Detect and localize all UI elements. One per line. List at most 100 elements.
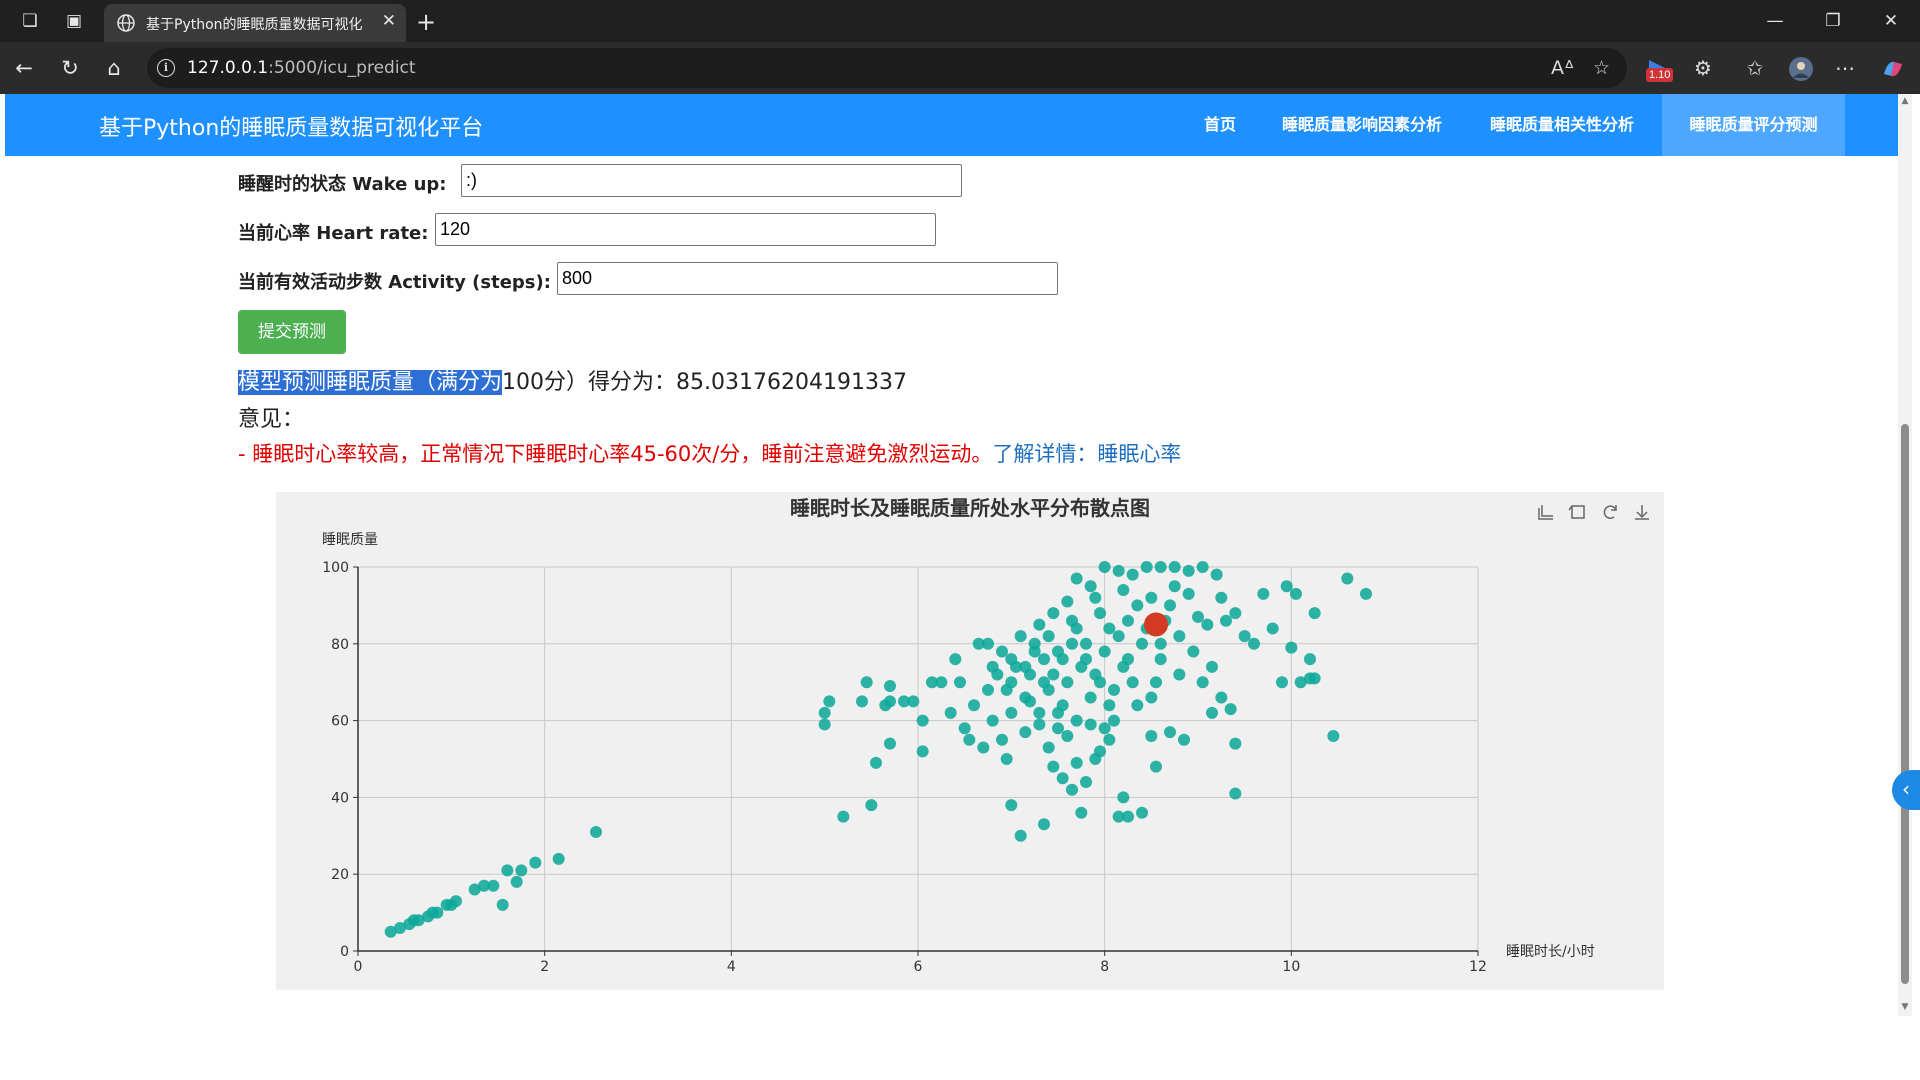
scatter-point [1360, 587, 1372, 600]
scatter-point [1168, 561, 1181, 573]
nav-factor-analysis[interactable]: 睡眠质量影响因素分析 [1281, 115, 1442, 134]
download-icon[interactable] [1635, 505, 1649, 520]
wakeup-label: 睡醒时的状态 Wake up: [238, 174, 447, 195]
copilot-icon[interactable] [1880, 56, 1906, 82]
browser-tab-active[interactable]: 基于Python的睡眠质量数据可视化 ✕ [104, 4, 406, 42]
nav-home[interactable]: 首页 [1203, 115, 1236, 134]
scatter-point [1168, 580, 1181, 593]
browser-title-bar: ❏ ▣ 基于Python的睡眠质量数据可视化 ✕ + — ❐ ✕ [0, 0, 1920, 42]
submit-prediction-button[interactable]: 提交预测 [238, 310, 346, 354]
scatter-point [1145, 691, 1158, 704]
scatter-point [954, 676, 966, 689]
site-navbar: 基于Python的睡眠质量数据可视化平台 首页 睡眠质量影响因素分析 睡眠质量相… [5, 94, 1898, 156]
read-aloud-icon[interactable]: Aᐞ [1551, 57, 1575, 79]
site-info-icon[interactable]: i [157, 59, 175, 77]
scatter-point [1098, 645, 1111, 658]
extensions-puzzle-icon[interactable]: ⚙ [1694, 56, 1712, 80]
scatter-point [1136, 637, 1148, 650]
scatter-point [1215, 591, 1228, 604]
scatter-point [916, 745, 929, 758]
scatter-point [1047, 668, 1060, 681]
x-tick-label: 10 [1282, 959, 1300, 975]
scatter-point [1047, 607, 1060, 620]
restore-window-icon[interactable]: ❐ [1825, 11, 1841, 31]
scatter-point [1229, 607, 1242, 620]
scatter-point [916, 714, 929, 727]
favorites-icon[interactable]: ✩ [1746, 56, 1764, 80]
scroll-down-icon[interactable]: ▼ [1901, 1002, 1909, 1012]
refresh-icon[interactable]: ↻ [61, 56, 79, 80]
scatter-point [590, 825, 602, 838]
advice-link-prefix: 了解详情： [992, 442, 1098, 466]
site-brand[interactable]: 基于Python的睡眠质量数据可视化平台 [99, 116, 484, 141]
scatter-point [1112, 630, 1125, 643]
scatter-point [515, 864, 528, 877]
scatter-point [1066, 637, 1078, 650]
workspaces-icon[interactable]: ❏ [22, 11, 38, 31]
scatter-point [1075, 806, 1088, 819]
scatter-point [958, 722, 971, 735]
address-bar[interactable]: i 127.0.0.1:5000/icu_predict Aᐞ ☆ [147, 48, 1627, 88]
scroll-up-icon[interactable]: ▲ [1901, 96, 1909, 106]
scatter-point [1131, 599, 1144, 612]
minimize-icon[interactable]: — [1766, 11, 1784, 31]
wakeup-input[interactable] [461, 164, 962, 197]
scatter-point [1290, 587, 1302, 600]
close-window-icon[interactable]: ✕ [1883, 11, 1899, 31]
vertical-tabs-icon[interactable]: ▣ [65, 11, 83, 31]
more-menu-icon[interactable]: ⋯ [1835, 56, 1855, 80]
tab-title: 基于Python的睡眠质量数据可视化 [146, 17, 363, 33]
nav-correlation-analysis[interactable]: 睡眠质量相关性分析 [1489, 115, 1634, 134]
x-tick-label: 4 [727, 959, 736, 975]
page-scrollbar[interactable]: ▲ ▼ [1898, 94, 1912, 1016]
scatter-point [1005, 706, 1018, 719]
scatter-point [1145, 729, 1158, 742]
scatter-point [1000, 683, 1013, 696]
scatter-point [926, 676, 938, 689]
sidebar-expand-icon[interactable]: ‹ [1892, 770, 1920, 810]
scatter-point [1056, 653, 1069, 666]
scatter-point [1033, 618, 1046, 631]
y-tick-label: 0 [340, 944, 349, 960]
result-score: 85.03176204191337 [676, 370, 907, 395]
new-tab-icon[interactable]: + [416, 8, 437, 36]
scatter-point [1042, 741, 1055, 754]
scatter-point [1117, 791, 1130, 804]
scatter-point [1056, 772, 1069, 785]
scatter-point [1154, 653, 1167, 666]
url-text[interactable]: 127.0.0.1:5000/icu_predict [187, 58, 416, 78]
scatter-point [1047, 760, 1060, 773]
scatter-point [1154, 637, 1167, 650]
profile-avatar[interactable] [1788, 56, 1814, 82]
advice-link[interactable]: 睡眠心率 [1097, 442, 1182, 466]
scatter-point [982, 683, 994, 696]
zoom-reset-icon[interactable] [1568, 505, 1585, 519]
scatter-point [986, 714, 999, 727]
restore-icon[interactable] [1603, 505, 1617, 519]
y-tick-label: 60 [331, 714, 349, 730]
x-tick-label: 6 [914, 959, 923, 975]
scatter-point [1112, 810, 1125, 823]
heart-rate-input[interactable] [435, 213, 936, 246]
scatter-point [1066, 783, 1078, 796]
result-text: 100分）得分为： [502, 370, 677, 395]
scatter-point [1126, 676, 1139, 689]
scatter-point [1257, 587, 1270, 600]
scroll-thumb[interactable] [1901, 424, 1909, 984]
back-arrow-icon[interactable]: ← [15, 56, 33, 80]
favorite-star-icon[interactable]: ☆ [1593, 57, 1611, 79]
close-tab-icon[interactable]: ✕ [381, 11, 396, 31]
scatter-point [1140, 561, 1153, 573]
zoom-icon[interactable] [1538, 505, 1553, 520]
scatter-point [1070, 572, 1083, 585]
scatter-point [1103, 733, 1116, 746]
home-icon[interactable]: ⌂ [107, 56, 121, 80]
scatter-point [1280, 580, 1293, 593]
scatter-point [1005, 653, 1018, 666]
scatter-point [1084, 580, 1097, 593]
activity-input[interactable] [557, 262, 1058, 295]
scatter-point [870, 756, 882, 769]
scatter-point [1150, 676, 1162, 689]
nav-score-prediction[interactable]: 睡眠质量评分预测 [1662, 94, 1845, 156]
scatter-point [1327, 729, 1340, 742]
